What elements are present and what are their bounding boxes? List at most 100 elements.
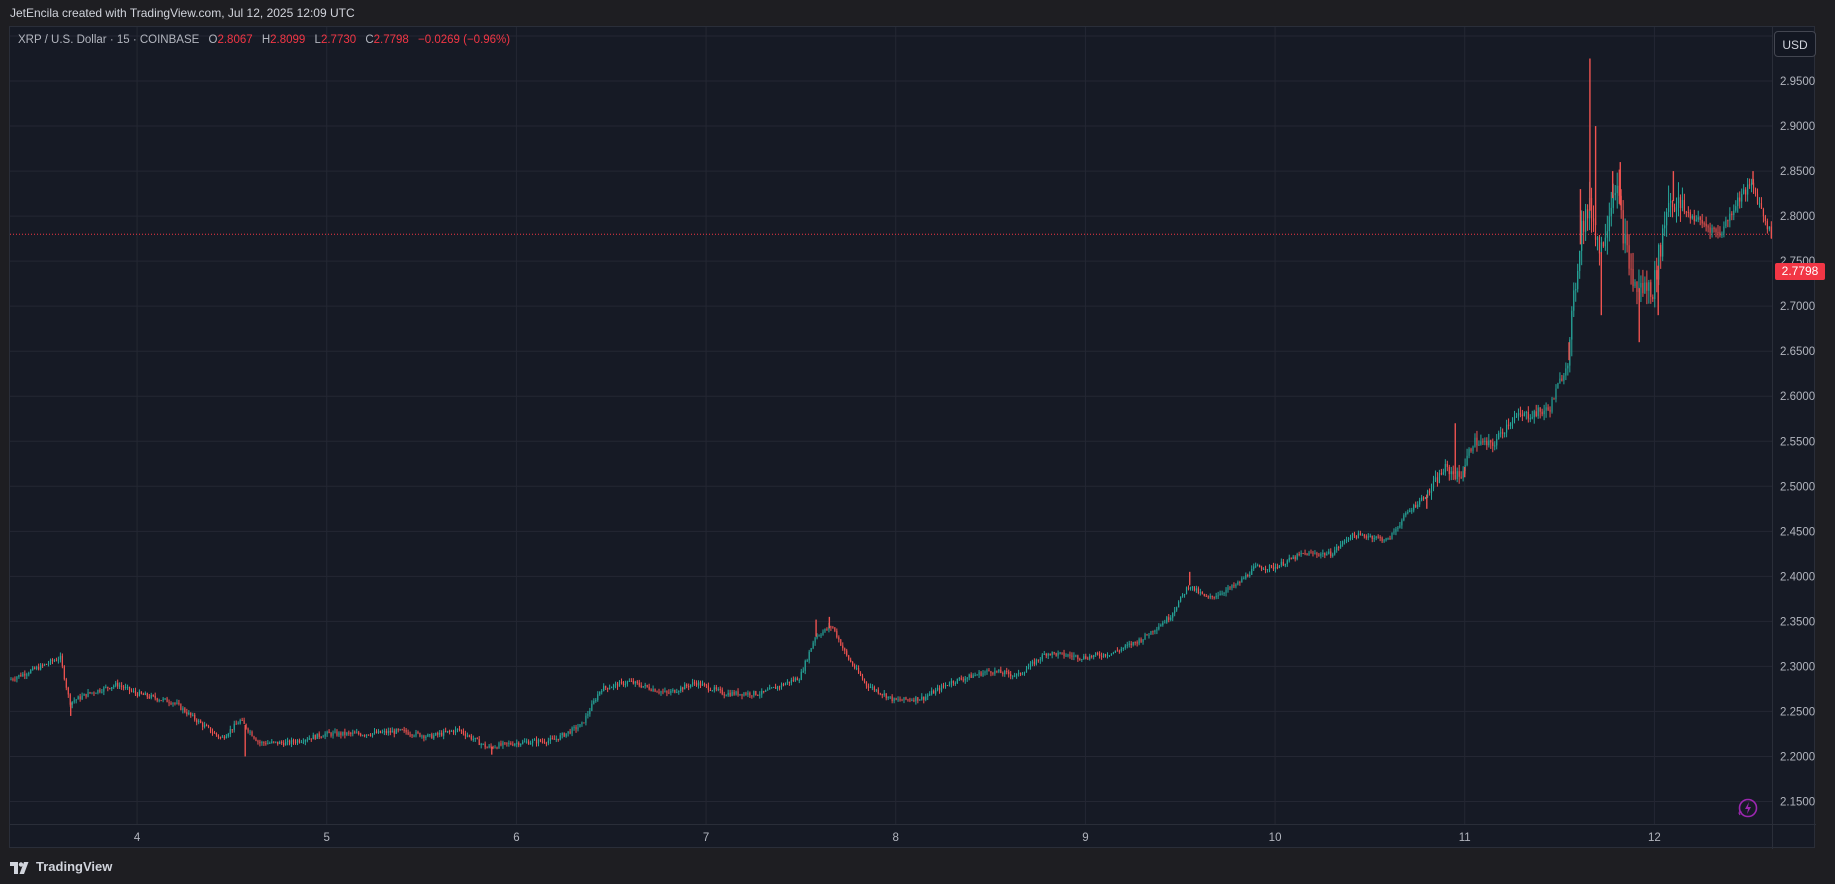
candle <box>290 737 293 748</box>
candle <box>1122 647 1124 652</box>
candle <box>196 718 198 726</box>
candle <box>531 738 534 747</box>
candle <box>1462 466 1464 482</box>
candle <box>34 666 36 670</box>
candle <box>1342 540 1344 547</box>
candle <box>670 688 672 696</box>
low-label: L <box>314 34 321 46</box>
candle <box>1245 572 1247 580</box>
candle <box>1693 209 1695 225</box>
candle <box>431 732 433 739</box>
candle <box>1073 652 1075 661</box>
price-tick-label: 2.7000 <box>1780 301 1815 313</box>
candle <box>377 728 380 734</box>
price-tick-label: 2.6500 <box>1780 346 1815 358</box>
candle <box>854 663 856 670</box>
candle <box>508 740 510 747</box>
candle <box>1565 362 1567 381</box>
candle <box>168 699 170 707</box>
candle <box>1719 226 1721 238</box>
candle <box>227 732 229 738</box>
candle <box>1687 206 1689 218</box>
candle <box>518 741 520 748</box>
candle <box>1268 564 1271 573</box>
candle <box>1662 224 1664 262</box>
candle <box>1488 433 1490 448</box>
candle <box>1731 211 1733 221</box>
symbol-name[interactable]: XRP / U.S. Dollar · 15 · COINBASE <box>18 34 200 46</box>
price-tick-label: 2.6000 <box>1780 391 1815 403</box>
candle <box>10 677 12 681</box>
candle <box>1478 440 1480 446</box>
candle <box>1353 531 1356 539</box>
candle <box>1413 503 1415 513</box>
candle <box>1039 657 1041 664</box>
candle <box>83 693 85 696</box>
candle <box>1221 590 1223 596</box>
candle <box>551 735 553 740</box>
candle <box>1207 595 1209 599</box>
candle <box>636 680 638 685</box>
candle <box>176 699 178 705</box>
candle <box>1650 279 1652 304</box>
candle <box>41 663 44 668</box>
candle <box>40 663 42 671</box>
candle <box>1292 554 1294 560</box>
candle <box>516 739 518 748</box>
candle <box>834 627 836 633</box>
candle <box>1181 593 1184 598</box>
candle <box>1140 637 1142 644</box>
candle <box>1081 658 1083 663</box>
candle <box>182 706 184 714</box>
candle <box>1314 550 1316 555</box>
candle <box>1513 410 1516 424</box>
candle <box>935 687 937 696</box>
candle <box>269 741 271 744</box>
candle <box>316 733 318 739</box>
candle <box>871 684 873 691</box>
candle <box>1063 649 1065 659</box>
candle <box>401 728 403 731</box>
candle <box>836 628 838 639</box>
candle <box>1091 654 1093 659</box>
candle <box>921 693 923 701</box>
candle <box>405 728 407 735</box>
candlestick-chart[interactable]: 2.1500 2.2000 2.2500 2.3000 2.3500 2.4000 2.45… <box>10 27 1816 849</box>
price-tick-label: 2.9000 <box>1780 121 1815 133</box>
candle <box>1227 584 1229 593</box>
candle <box>1395 526 1397 536</box>
candle <box>1496 433 1498 450</box>
candle <box>456 728 459 733</box>
candle <box>1466 448 1468 467</box>
candle <box>705 683 708 689</box>
chart-area[interactable]: 2.1500 2.2000 2.2500 2.3000 2.3500 2.4000 2.45… <box>9 26 1816 849</box>
candle <box>1183 593 1186 598</box>
candle <box>692 678 694 687</box>
candle <box>1274 563 1277 573</box>
candle <box>213 730 216 734</box>
price-tick-label: 2.4000 <box>1780 571 1815 583</box>
candle <box>1713 226 1715 233</box>
currency-button[interactable]: USD <box>1774 31 1816 57</box>
candle <box>1739 191 1741 209</box>
candle <box>1762 207 1765 223</box>
candle <box>180 703 182 711</box>
candle <box>1213 596 1215 600</box>
candle <box>1241 576 1243 583</box>
candle <box>1705 216 1707 232</box>
candle <box>707 682 710 693</box>
candle <box>194 712 196 722</box>
candle <box>964 675 966 684</box>
candle <box>172 702 174 707</box>
candle <box>976 673 978 676</box>
candle <box>917 697 919 704</box>
time-tick-label: 6 <box>513 832 519 844</box>
candle <box>103 686 105 696</box>
candle <box>767 687 769 691</box>
candle <box>500 740 502 747</box>
lightning-icon[interactable] <box>1736 797 1758 819</box>
candle <box>1355 535 1358 540</box>
candle <box>654 688 656 693</box>
candle <box>1458 464 1460 484</box>
candle <box>788 681 791 686</box>
